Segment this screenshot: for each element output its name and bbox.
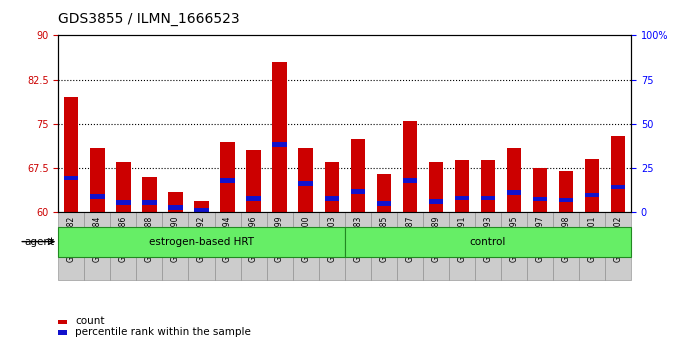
Text: GSM535603: GSM535603 [327, 216, 336, 262]
Text: GSM535590: GSM535590 [171, 216, 180, 262]
Bar [272, 142, 287, 147]
Text: GSM535599: GSM535599 [275, 216, 284, 262]
Text: GSM535594: GSM535594 [223, 216, 232, 262]
Bar [449, 212, 475, 280]
Bar [241, 212, 267, 280]
Bar [429, 162, 443, 212]
Bar [553, 212, 579, 280]
Bar [527, 212, 553, 280]
Text: GSM535595: GSM535595 [510, 216, 519, 262]
Bar [481, 195, 495, 200]
Bar [611, 136, 625, 212]
Text: GSM535593: GSM535593 [484, 216, 493, 262]
Bar [501, 212, 527, 280]
Bar [64, 97, 78, 212]
Bar [423, 212, 449, 280]
Bar [220, 178, 235, 183]
Bar [481, 160, 495, 212]
Bar [319, 212, 345, 280]
Bar [116, 162, 130, 212]
Text: GSM535598: GSM535598 [562, 216, 571, 262]
Bar [163, 212, 189, 280]
Bar [377, 201, 391, 206]
Bar [429, 199, 443, 204]
Bar [533, 197, 547, 201]
Bar [585, 193, 600, 197]
Bar [455, 195, 469, 200]
Bar [397, 212, 423, 280]
Bar [215, 212, 241, 280]
Text: GSM535588: GSM535588 [145, 216, 154, 262]
Bar [298, 181, 313, 185]
Bar [267, 212, 293, 280]
Text: GDS3855 / ILMN_1666523: GDS3855 / ILMN_1666523 [58, 12, 240, 27]
Bar [605, 212, 631, 280]
Text: count: count [75, 316, 105, 326]
Bar [272, 62, 287, 212]
Bar [507, 190, 521, 195]
Text: percentile rank within the sample: percentile rank within the sample [75, 327, 251, 337]
Text: GSM535583: GSM535583 [353, 216, 362, 262]
Bar [64, 176, 78, 180]
Bar [168, 205, 182, 210]
Text: GSM535596: GSM535596 [249, 216, 258, 262]
Bar [507, 148, 521, 212]
Text: GSM535592: GSM535592 [197, 216, 206, 262]
Text: GSM535585: GSM535585 [379, 216, 388, 262]
Bar [455, 160, 469, 212]
Bar [351, 139, 365, 212]
Text: GSM535601: GSM535601 [588, 216, 597, 262]
Text: GSM535589: GSM535589 [431, 216, 440, 262]
Text: GSM535584: GSM535584 [93, 216, 102, 262]
Bar [142, 177, 156, 212]
Text: GSM535587: GSM535587 [405, 216, 414, 262]
Bar [142, 200, 156, 205]
Bar [246, 196, 261, 200]
Bar [90, 148, 104, 212]
Text: agent: agent [25, 236, 55, 247]
Bar [189, 212, 215, 280]
Bar [403, 121, 417, 212]
Text: GSM535591: GSM535591 [458, 216, 466, 262]
Bar [585, 159, 600, 212]
Bar [370, 212, 397, 280]
Bar [377, 174, 391, 212]
Bar [533, 168, 547, 212]
Text: GSM535600: GSM535600 [301, 216, 310, 262]
Bar [403, 178, 417, 183]
Bar [579, 212, 605, 280]
Bar [84, 212, 110, 280]
Bar [246, 150, 261, 212]
Bar [194, 208, 209, 212]
Text: GSM535597: GSM535597 [536, 216, 545, 262]
Bar [344, 212, 370, 280]
Bar [168, 192, 182, 212]
Bar [58, 212, 84, 280]
Bar [559, 171, 573, 212]
Bar [220, 142, 235, 212]
Text: GSM535586: GSM535586 [119, 216, 128, 262]
Text: GSM535602: GSM535602 [613, 216, 623, 262]
Bar [344, 227, 631, 257]
Bar [194, 201, 209, 212]
Bar [137, 212, 163, 280]
Bar [298, 148, 313, 212]
Bar [324, 162, 339, 212]
Bar [58, 227, 344, 257]
Bar [611, 185, 625, 189]
Bar [110, 212, 137, 280]
Bar [90, 194, 104, 199]
Text: GSM535582: GSM535582 [67, 216, 76, 262]
Bar [351, 189, 365, 194]
Text: control: control [470, 236, 506, 247]
Bar [324, 196, 339, 201]
Text: estrogen-based HRT: estrogen-based HRT [149, 236, 254, 247]
Bar [475, 212, 501, 280]
Bar [116, 200, 130, 205]
Bar [293, 212, 319, 280]
Bar [559, 198, 573, 202]
